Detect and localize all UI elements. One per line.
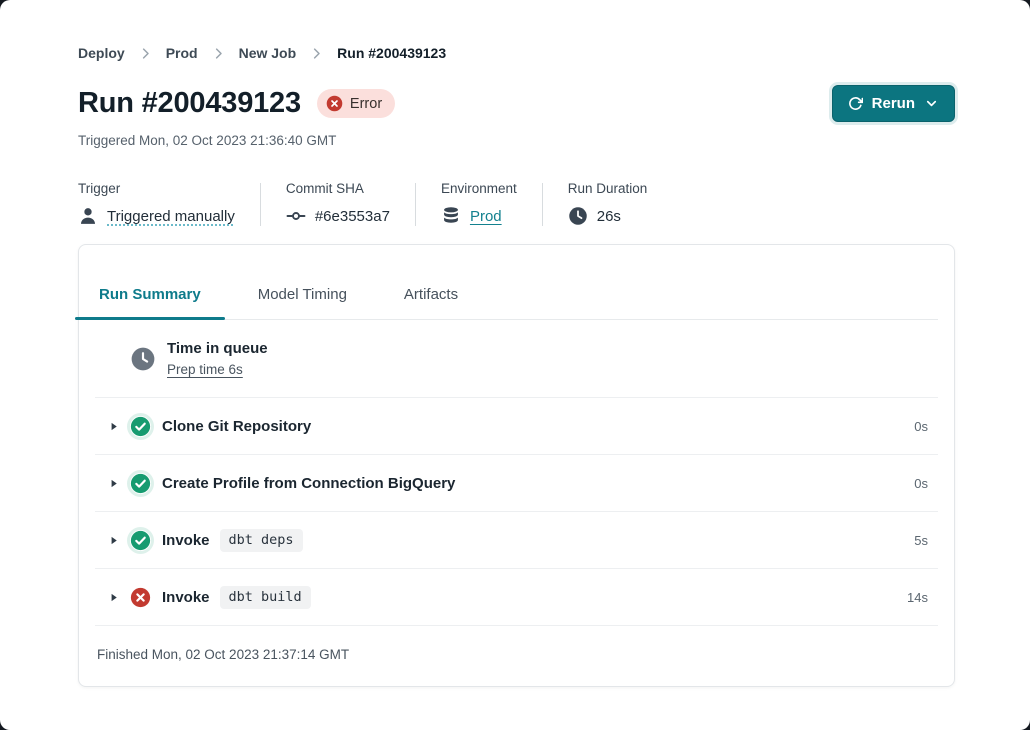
step-row-clone-git: Clone Git Repository 0s (95, 398, 938, 455)
expand-caret-icon[interactable] (107, 532, 121, 548)
database-icon (444, 207, 458, 223)
run-summary-card: Run Summary Model Timing Artifacts Time … (75, 244, 955, 687)
step-duration: 0s (914, 418, 928, 434)
step-duration: 5s (914, 532, 928, 548)
run-duration-value: 26s (596, 207, 621, 225)
breadcrumb: Deploy Prod New Job Run #200439123 (78, 45, 955, 61)
clock-icon (568, 207, 587, 225)
breadcrumb-item-new-job[interactable]: New Job (238, 45, 297, 61)
person-icon (81, 208, 95, 224)
breadcrumb-item-prod[interactable]: Prod (165, 45, 198, 61)
divider (541, 183, 543, 226)
step-command-chip: dbt build (219, 585, 311, 609)
success-icon (130, 416, 151, 436)
expand-caret-icon[interactable] (107, 418, 121, 434)
commit-sha-value: #6e3553a7 (314, 207, 390, 225)
divider (414, 183, 416, 226)
meta-trigger: Trigger Triggered manually (78, 181, 235, 226)
page-title: Run #200439123 (78, 87, 301, 119)
success-icon (130, 473, 151, 493)
expand-caret-icon[interactable] (107, 475, 121, 491)
meta-commit-label: Commit SHA (285, 181, 364, 196)
error-icon (130, 587, 151, 607)
success-icon (130, 530, 151, 550)
tab-artifacts[interactable]: Artifacts (400, 286, 462, 319)
status-badge: Error (316, 89, 396, 118)
meta-commit: Commit SHA #6e3553a7 (286, 181, 390, 226)
chevron-right-icon (314, 47, 320, 59)
rerun-button-label: Rerun (871, 95, 915, 112)
meta-environment-label: Environment (440, 181, 517, 196)
clock-icon (131, 347, 155, 370)
meta-environment: Environment Prod (441, 181, 517, 226)
title-row: Run #200439123 Error Rerun (78, 85, 955, 122)
step-title: Clone Git Repository (162, 417, 312, 435)
step-row-create-profile: Create Profile from Connection BigQuery … (95, 455, 938, 512)
step-row-dbt-build: Invoke dbt build 14s (95, 569, 938, 626)
chevron-down-icon (926, 100, 937, 107)
git-commit-icon (286, 212, 306, 220)
step-duration: 0s (914, 475, 928, 491)
tab-run-summary[interactable]: Run Summary (75, 286, 225, 320)
run-metadata: Trigger Triggered manually Commit SHA #6… (78, 181, 955, 226)
step-row-dbt-deps: Invoke dbt deps 5s (95, 512, 938, 569)
run-triggered-timestamp: Triggered Mon, 02 Oct 2023 21:36:40 GMT (78, 133, 337, 148)
queue-text: Time in queue Prep time 6s (167, 340, 268, 377)
step-title: Create Profile from Connection BigQuery (162, 474, 456, 492)
chevron-right-icon (215, 47, 222, 59)
status-badge-label: Error (349, 95, 383, 112)
error-icon (326, 95, 343, 112)
trigger-value[interactable]: Triggered manually (107, 207, 235, 225)
breadcrumb-item-current: Run #200439123 (337, 45, 447, 61)
breadcrumb-item-deploy[interactable]: Deploy (78, 45, 125, 61)
tab-model-timing[interactable]: Model Timing (254, 286, 351, 319)
step-command-chip: dbt deps (219, 528, 303, 552)
step-title: Invoke (162, 588, 210, 606)
meta-trigger-label: Trigger (78, 181, 121, 196)
run-header: Run #200439123 Error Rerun Triggered Mon… (78, 85, 955, 148)
finished-timestamp: Finished Mon, 02 Oct 2023 21:37:14 GMT (97, 647, 350, 662)
meta-duration: Run Duration 26s (567, 181, 648, 226)
prep-time-link[interactable]: Prep time 6s (167, 362, 243, 377)
environment-link[interactable]: Prod (469, 207, 502, 225)
queue-title: Time in queue (167, 340, 268, 357)
tab-bar: Run Summary Model Timing Artifacts (75, 245, 938, 320)
step-duration: 14s (907, 589, 928, 605)
page: Deploy Prod New Job Run #200439123 Run #… (75, 45, 955, 687)
expand-caret-icon[interactable] (107, 589, 121, 605)
meta-duration-label: Run Duration (567, 181, 648, 196)
step-title: Invoke (162, 531, 210, 549)
rerun-button[interactable]: Rerun (831, 85, 955, 122)
chevron-right-icon (142, 47, 149, 59)
rerun-refresh-icon (848, 97, 863, 110)
queue-row: Time in queue Prep time 6s (95, 320, 938, 398)
divider (259, 183, 261, 226)
